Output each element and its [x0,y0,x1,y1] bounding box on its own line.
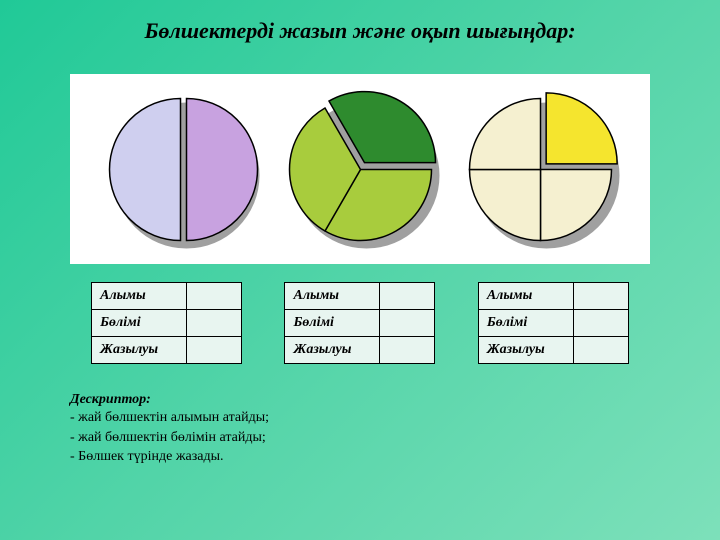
descriptor-line: - жай бөлшектін алымын атайды; [70,408,720,428]
table-row: Жазылуы [285,337,435,364]
descriptor-line: - Бөлшек түрінде жазады. [70,447,720,467]
cell-label: Бөлімі [478,310,573,337]
pie-2 [278,87,443,252]
table-2: Алымы Бөлімі Жазылуы [284,282,435,364]
cell-value [380,310,435,337]
descriptor: Дескриптор: - жай бөлшектін алымын атайд… [70,392,720,467]
cell-label: Жазылуы [478,337,573,364]
table-row: Бөлімі [92,310,242,337]
page-title: Бөлшектерді жазып және оқып шығыңдар: [0,0,720,44]
tables-row: Алымы Бөлімі Жазылуы Алымы Бөлімі Жазылу… [70,282,650,364]
cell-label: Алымы [92,283,187,310]
pie-1 [98,87,263,252]
cell-value [187,283,242,310]
table-row: Алымы [285,283,435,310]
table-row: Алымы [478,283,628,310]
descriptor-line: - жай бөлшектін бөлімін атайды; [70,428,720,448]
table-row: Жазылуы [92,337,242,364]
cell-value [380,337,435,364]
cell-label: Бөлімі [285,310,380,337]
cell-value [573,337,628,364]
table-3: Алымы Бөлімі Жазылуы [478,282,629,364]
table-1: Алымы Бөлімі Жазылуы [91,282,242,364]
cell-value [187,337,242,364]
pies-container [70,74,650,264]
table-row: Жазылуы [478,337,628,364]
cell-label: Жазылуы [285,337,380,364]
cell-value [187,310,242,337]
cell-label: Жазылуы [92,337,187,364]
table-row: Бөлімі [285,310,435,337]
table-row: Алымы [92,283,242,310]
cell-value [380,283,435,310]
table-row: Бөлімі [478,310,628,337]
cell-label: Алымы [285,283,380,310]
descriptor-title: Дескриптор: [70,392,720,408]
cell-value [573,283,628,310]
cell-value [573,310,628,337]
pie-3 [458,87,623,252]
cell-label: Алымы [478,283,573,310]
cell-label: Бөлімі [92,310,187,337]
